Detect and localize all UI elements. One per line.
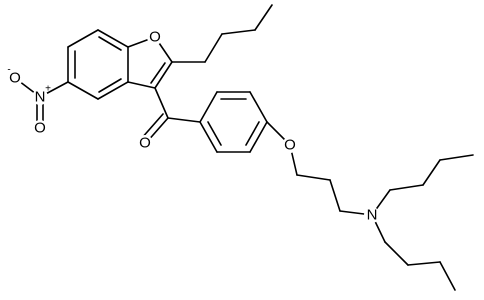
atom-label: O [284, 137, 296, 154]
atom-labels: O O O N N + O - O [7, 29, 380, 224]
atom-label: O [34, 120, 46, 137]
atom-label: O [139, 135, 151, 152]
atom-label: O [149, 29, 161, 46]
charge-label: - [7, 65, 10, 76]
atom-label: O [9, 70, 21, 87]
bonds [14, 4, 474, 291]
charge-label: + [45, 84, 51, 95]
atom-label: N [367, 207, 378, 224]
atom-label: N [35, 89, 46, 106]
